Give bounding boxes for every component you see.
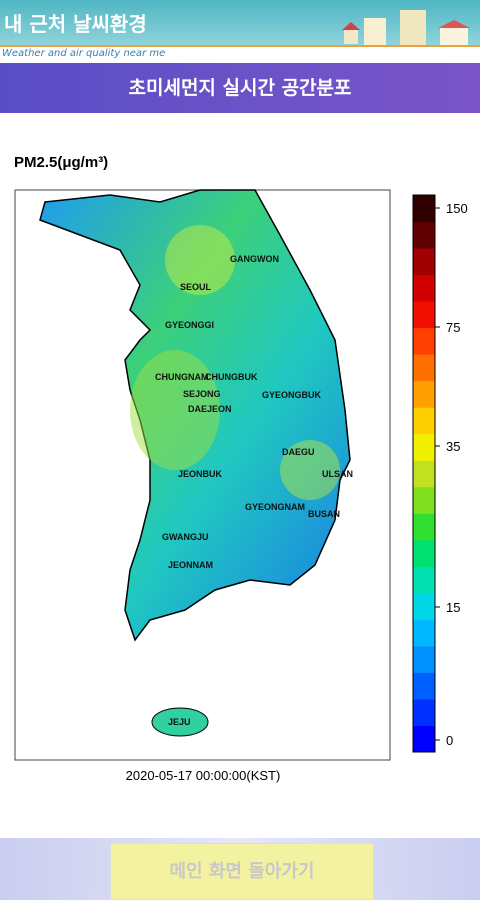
colorbar-band — [413, 407, 435, 435]
colorbar-band — [413, 486, 435, 514]
colorbar-band — [413, 380, 435, 408]
colorbar-band — [413, 221, 435, 249]
region-label: GYEONGNAM — [245, 502, 305, 512]
jeju-island — [151, 707, 209, 737]
colorbar-band — [413, 195, 435, 223]
region-label: BUSAN — [308, 509, 340, 519]
divider — [0, 45, 480, 47]
colorbar-band — [413, 354, 435, 382]
colorbar-band — [413, 566, 435, 594]
region-label: GYEONGGI — [165, 320, 214, 330]
colorbar-band — [413, 592, 435, 620]
colorbar-band — [413, 672, 435, 700]
unit-label: PM2.5(μg/m³) — [14, 154, 108, 171]
back-button[interactable]: 메인 화면 돌아가기 — [110, 843, 374, 900]
colorbar-band — [413, 327, 435, 355]
region-label: GWANGJU — [162, 532, 209, 542]
colorbar-band — [413, 645, 435, 673]
region-label: GANGWON — [230, 254, 279, 264]
app-subtitle: Weather and air quality near me — [2, 48, 166, 59]
region-label: DAEGU — [282, 447, 315, 457]
map-shade — [130, 350, 220, 470]
colorbar-band — [413, 698, 435, 726]
colorbar-band — [413, 513, 435, 541]
map-shade — [165, 225, 235, 295]
region-label: ULSAN — [322, 469, 353, 479]
region-label: SEJONG — [183, 389, 221, 399]
colorbar-label: 15 — [446, 600, 460, 615]
region-label: GYEONGBUK — [262, 390, 322, 400]
colorbar-band — [413, 274, 435, 302]
colorbar-band — [413, 433, 435, 461]
colorbar-band — [413, 619, 435, 647]
colorbar-label: 0 — [446, 733, 453, 748]
region-label: JEONNAM — [168, 560, 213, 570]
region-label: SEOUL — [180, 282, 212, 292]
colorbar-band — [413, 460, 435, 488]
buildings-icon — [342, 10, 470, 45]
colorbar-label: 150 — [446, 201, 468, 216]
map-panel: PM2.5(μg/m³) 2020-05-17 00:00:00(KST) 0 1… — [14, 154, 468, 783]
footer: 메인 화면 돌아가기 — [0, 838, 480, 900]
region-label: JEJU — [168, 717, 191, 727]
app-title: 내 근처 날씨환경 — [4, 12, 147, 36]
colorbar-label: 75 — [446, 320, 460, 335]
region-label: CHUNGBUK — [205, 372, 258, 382]
colorbar-band — [413, 539, 435, 567]
colorbar-band — [413, 301, 435, 329]
colorbar-label: 35 — [446, 439, 460, 454]
map-shade — [280, 440, 340, 500]
colorbar-band — [413, 248, 435, 276]
timestamp: 2020-05-17 00:00:00(KST) — [126, 768, 281, 783]
region-label: JEONBUK — [178, 469, 223, 479]
banner: 초미세먼지 실시간 공간분포 — [0, 63, 480, 113]
colorbar-band — [413, 725, 435, 753]
region-label: DAEJEON — [188, 404, 232, 414]
colorbar-frame — [412, 194, 436, 753]
app-header: 내 근처 날씨환경 — [0, 0, 480, 45]
region-label: CHUNGNAM — [155, 372, 209, 382]
